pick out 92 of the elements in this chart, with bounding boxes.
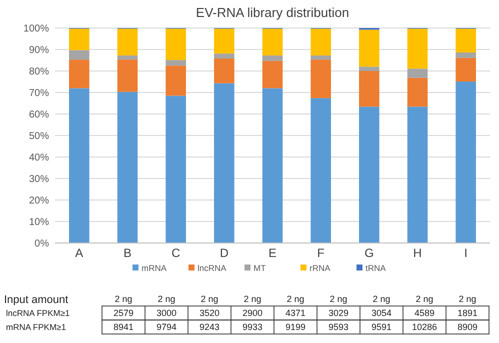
text: 2 ng <box>458 294 476 304</box>
text: 3000 <box>156 308 177 318</box>
y-tick-label: 0% <box>34 238 50 250</box>
x-tick-label: B <box>123 246 132 260</box>
bar <box>359 30 380 67</box>
text: 3520 <box>199 308 220 318</box>
y-tick-label: 80% <box>28 66 50 78</box>
text: 2 ng <box>200 294 218 304</box>
bar <box>214 28 234 54</box>
bar <box>359 106 380 243</box>
bar <box>407 78 428 107</box>
text: 10286 <box>412 322 438 332</box>
y-tick-label: 10% <box>28 217 50 228</box>
bar <box>117 60 138 92</box>
y-tick-label: 70% <box>28 88 50 99</box>
x-tick-label: G <box>364 246 374 260</box>
legend-label: lncRNA <box>198 262 227 273</box>
bar <box>262 28 283 56</box>
text: 3054 <box>371 308 392 318</box>
text: 2 ng <box>286 294 304 304</box>
legend-label: mRNA <box>142 262 167 273</box>
bar <box>310 28 331 56</box>
text: 9243 <box>199 322 220 332</box>
bar <box>166 28 186 60</box>
text: 2 ng <box>158 294 176 304</box>
bar <box>117 28 138 56</box>
bar <box>69 60 90 88</box>
bar <box>69 28 90 50</box>
bar <box>117 92 138 243</box>
x-tick-label: H <box>413 246 422 260</box>
bar <box>359 66 380 71</box>
text: 2 ng <box>244 294 262 304</box>
text: 3029 <box>328 308 349 318</box>
bar <box>214 83 234 243</box>
x-tick-label: F <box>317 246 325 260</box>
bar <box>214 58 234 84</box>
bar <box>310 98 331 243</box>
text: 2 ng <box>330 294 348 304</box>
bar <box>407 68 428 78</box>
bar <box>407 106 428 243</box>
text: 2900 <box>242 308 263 318</box>
y-tick-label: 40% <box>28 152 50 164</box>
bar <box>456 58 476 82</box>
bar <box>310 56 331 60</box>
bar <box>69 50 90 60</box>
text: 2 ng <box>372 294 390 304</box>
text: 4371 <box>285 308 306 318</box>
bar <box>456 28 476 53</box>
bar <box>262 88 283 243</box>
x-tick-label: E <box>268 246 277 260</box>
text: lncRNA FPKM≥1 <box>6 308 70 318</box>
legend-label: rRNA <box>310 262 331 273</box>
bar <box>262 56 283 61</box>
bar <box>262 60 283 88</box>
text: 2 ng <box>416 294 434 304</box>
y-tick-label: 30% <box>28 174 50 185</box>
y-tick-label: 60% <box>28 110 50 120</box>
bar <box>456 52 476 58</box>
y-tick-label: 50% <box>28 131 50 142</box>
x-tick-label: D <box>220 246 229 260</box>
bar <box>310 60 331 98</box>
text: 8909 <box>457 322 478 332</box>
text: 9199 <box>285 322 306 332</box>
text: 2579 <box>113 308 134 318</box>
bar <box>214 54 234 59</box>
text: 8941 <box>113 322 134 332</box>
y-tick-label: 90% <box>28 45 50 56</box>
text: 9933 <box>242 322 263 332</box>
y-tick-label: 20% <box>28 196 50 206</box>
text: 2 ng <box>114 294 132 304</box>
text: 1891 <box>457 308 478 318</box>
text: 9591 <box>371 322 392 332</box>
text: 9794 <box>156 322 177 332</box>
bar <box>69 88 90 243</box>
bar <box>407 28 428 69</box>
bar <box>117 56 138 60</box>
text: mRNA FPKM≥1 <box>6 322 66 332</box>
bar <box>166 96 186 243</box>
text: Input amount <box>4 294 68 306</box>
text: 4589 <box>414 308 435 318</box>
x-tick-label: I <box>464 246 468 260</box>
bar <box>166 60 186 66</box>
y-tick-label: 100% <box>23 24 50 34</box>
bar <box>359 71 380 107</box>
bar <box>456 82 476 243</box>
bar <box>166 66 186 96</box>
x-tick-label: A <box>75 246 84 260</box>
legend-label: tRNA <box>366 262 386 273</box>
x-tick-label: C <box>171 246 180 260</box>
text: 9593 <box>328 322 349 332</box>
chart-title: EV-RNA library distribution <box>196 5 350 20</box>
legend-label: MT <box>254 262 266 273</box>
